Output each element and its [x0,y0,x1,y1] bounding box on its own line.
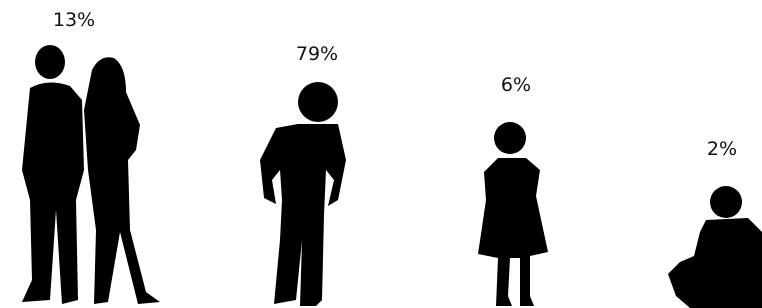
head [494,122,526,154]
head [710,186,742,218]
sitting-body [668,218,762,308]
head [298,82,338,122]
girl-silhouette [478,122,548,306]
girl-body [478,158,548,306]
teens-silhouette [22,45,160,304]
figure-label: 13% [53,9,95,31]
teen-girl [84,57,160,304]
figure-label: 79% [296,43,338,65]
child-silhouette [260,82,346,306]
child-body [260,124,346,306]
figure-label: 2% [707,138,737,160]
figure-label: 6% [501,74,531,96]
teen-boy [22,82,84,304]
sitting-kid-silhouette [668,186,762,308]
infographic: 13% 79% 6% 2% [0,0,762,308]
head [35,45,65,79]
